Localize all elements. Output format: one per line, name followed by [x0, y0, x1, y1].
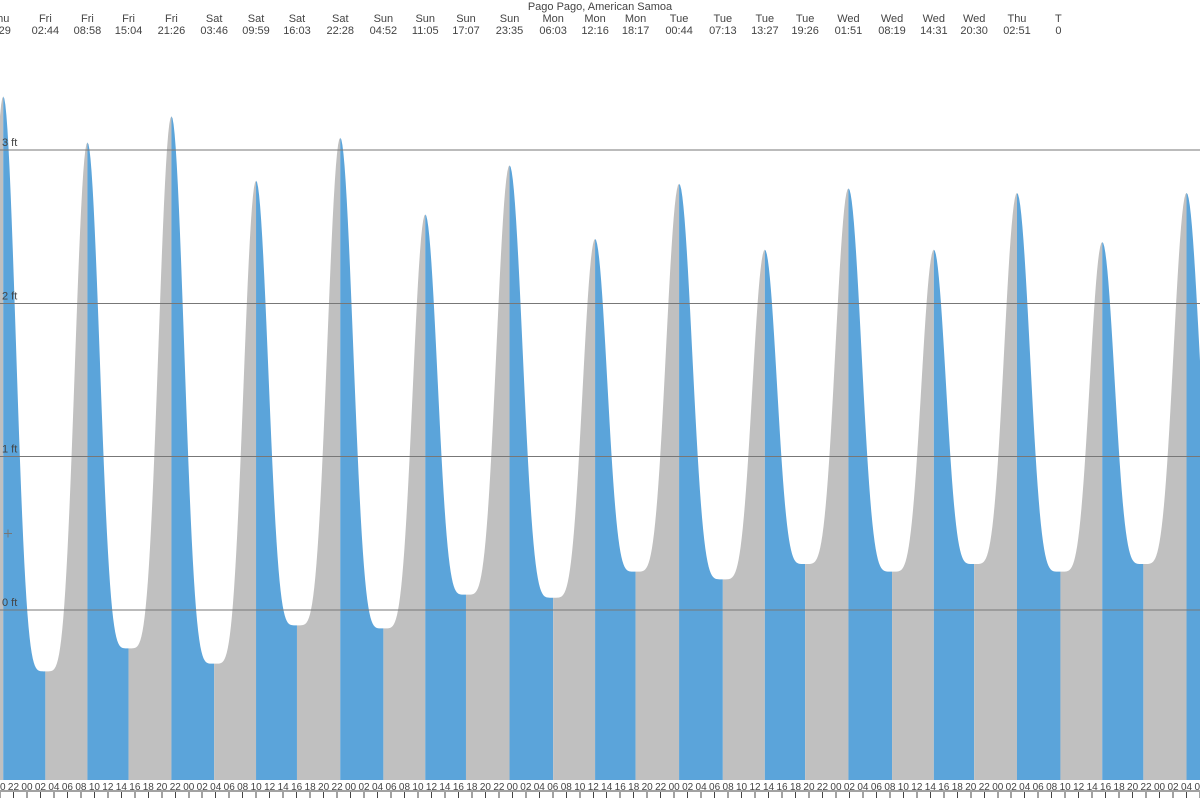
event-day-label: Mon — [584, 13, 605, 25]
event-time-label: 18:17 — [622, 25, 650, 37]
event-day-label: Wed — [923, 13, 945, 25]
event-day-label: Mon — [625, 13, 646, 25]
y-tick-label: 0 ft — [2, 597, 17, 609]
tide-falling-segment — [1187, 193, 1200, 780]
tide-rising-segment — [383, 214, 425, 780]
event-day-label: Sun — [500, 13, 520, 25]
tide-falling-segment — [765, 250, 805, 780]
event-day-label: Wed — [881, 13, 903, 25]
event-time-label: 04:52 — [370, 25, 398, 37]
tide-rising-segment — [974, 193, 1017, 780]
y-tick-label: 1 ft — [2, 444, 17, 456]
tide-falling-segment — [87, 142, 128, 780]
event-day-label: Sun — [374, 13, 394, 25]
event-time-label: 02:51 — [1003, 25, 1031, 37]
tide-rising-segment — [553, 239, 595, 780]
event-day-label: Fri — [39, 13, 52, 25]
tide-chart-svg: 0 ft 1 ft 2 ft 3 ft Pago Pago, American Samo… — [0, 0, 1200, 800]
event-day-label: hu — [0, 13, 9, 25]
event-time-label: 0 — [1055, 25, 1061, 37]
tide-falling-segment — [934, 250, 974, 780]
event-day-label: Wed — [837, 13, 859, 25]
event-time-label: 06:03 — [539, 25, 567, 37]
tide-falling-segment — [3, 96, 45, 780]
top-event-labels: hu:29Fri02:44Fri08:58Fri15:04Fri21:26Sat… — [0, 13, 1062, 37]
event-day-label: Sun — [456, 13, 476, 25]
event-day-label: Wed — [963, 13, 985, 25]
event-time-label: 09:59 — [242, 25, 270, 37]
tide-rising-segment — [636, 184, 679, 780]
event-time-label: 07:13 — [709, 25, 737, 37]
event-time-label: 03:46 — [200, 25, 228, 37]
event-time-label: 21:26 — [158, 25, 186, 37]
tide-falling-segment — [425, 214, 466, 780]
tide-rising-segment — [1060, 242, 1102, 780]
tide-rising-segment — [892, 250, 934, 780]
event-day-label: Fri — [165, 13, 178, 25]
event-day-label: Fri — [122, 13, 135, 25]
tide-falling-segment — [510, 165, 554, 780]
event-day-label: Tue — [670, 13, 689, 25]
tide-falling-segment — [256, 181, 297, 780]
tide-falling-segment — [848, 188, 892, 780]
chart-title: Pago Pago, American Samoa — [528, 1, 673, 13]
event-day-label: Tue — [714, 13, 733, 25]
tide-rising-segment — [805, 188, 848, 780]
event-day-label: Fri — [81, 13, 94, 25]
event-time-label: 01:51 — [835, 25, 863, 37]
event-day-label: Tue — [796, 13, 815, 25]
event-day-label: Sat — [289, 13, 306, 25]
event-time-label: 16:03 — [283, 25, 311, 37]
event-day-label: Sun — [415, 13, 435, 25]
x-axis: 2022000204060810121416182022000204060810… — [0, 782, 1200, 798]
tide-chart: 0 ft 1 ft 2 ft 3 ft Pago Pago, American Samo… — [0, 0, 1200, 800]
event-time-label: 22:28 — [326, 25, 354, 37]
event-day-label: Sat — [248, 13, 265, 25]
tide-falling-segment — [171, 116, 214, 780]
tide-rising-segment — [0, 96, 3, 780]
tide-falling-segment — [1017, 193, 1060, 780]
event-time-label: 11:05 — [412, 25, 439, 37]
tide-rising-segment — [466, 165, 510, 780]
tide-falling-segment — [679, 184, 723, 780]
tide-falling-segment — [595, 239, 636, 780]
tide-fills — [0, 96, 1200, 780]
tide-rising-segment — [45, 142, 87, 780]
event-time-label: 14:31 — [920, 25, 948, 37]
y-tick-label: 2 ft — [2, 290, 17, 302]
event-time-label: 08:19 — [878, 25, 906, 37]
event-time-label: 19:26 — [791, 25, 819, 37]
event-time-label: :29 — [0, 25, 11, 37]
event-time-label: 15:04 — [115, 25, 143, 37]
event-time-label: 02:44 — [32, 25, 60, 37]
event-day-label: Mon — [542, 13, 563, 25]
event-time-label: 23:35 — [496, 25, 524, 37]
tide-falling-segment — [1102, 242, 1143, 780]
tide-falling-segment — [340, 138, 383, 780]
y-tick-label: 3 ft — [2, 137, 17, 149]
event-time-label: 20:30 — [960, 25, 988, 37]
event-day-label: Thu — [1007, 13, 1026, 25]
tide-rising-segment — [129, 116, 172, 780]
event-time-label: 17:07 — [452, 25, 480, 37]
event-day-label: Sat — [332, 13, 349, 25]
event-day-label: Sat — [206, 13, 223, 25]
tide-rising-segment — [214, 181, 256, 780]
event-day-label: T — [1055, 13, 1062, 25]
tide-rising-segment — [723, 250, 765, 780]
event-day-label: Tue — [756, 13, 775, 25]
tide-rising-segment — [297, 138, 340, 780]
event-time-label: 08:58 — [74, 25, 102, 37]
tide-rising-segment — [1143, 193, 1186, 780]
event-time-label: 00:44 — [665, 25, 693, 37]
event-time-label: 12:16 — [581, 25, 609, 37]
event-time-label: 13:27 — [751, 25, 779, 37]
